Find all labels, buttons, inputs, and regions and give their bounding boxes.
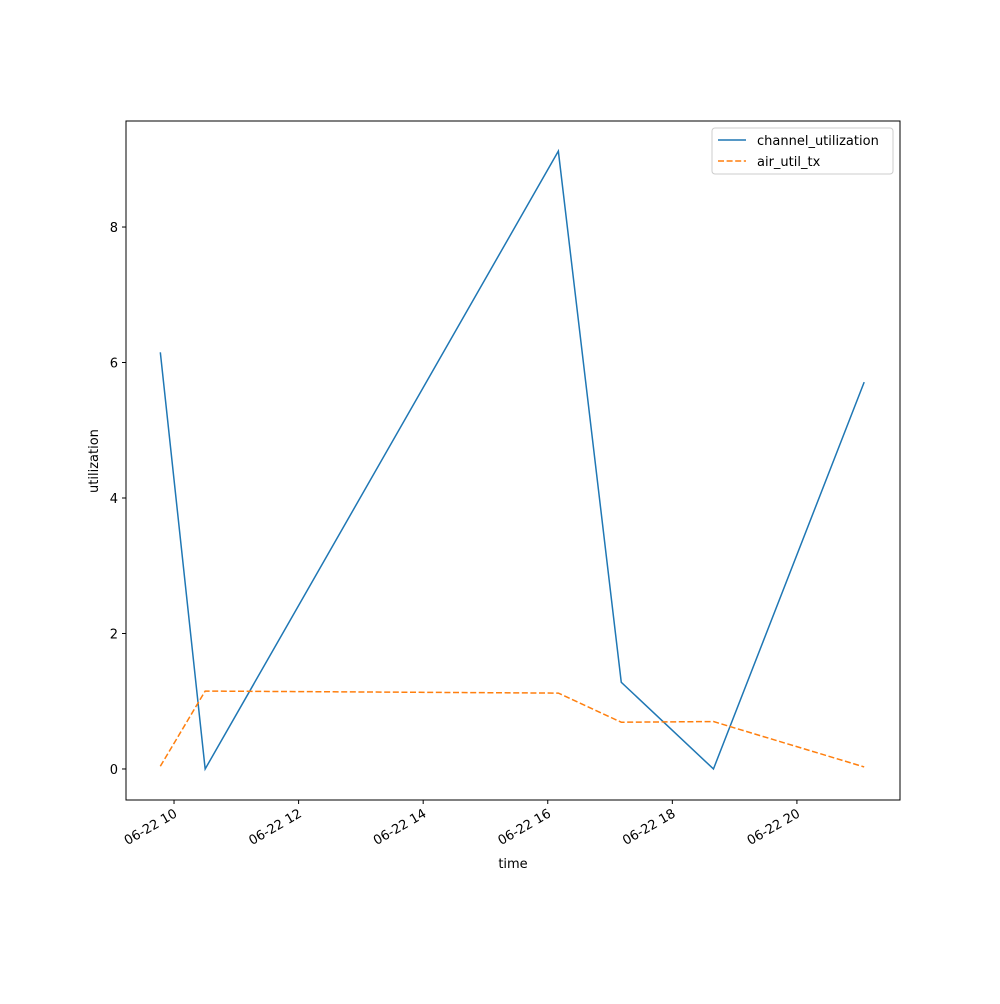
y-axis-label: utilization [87,429,102,493]
legend-box [711,127,894,175]
y-tick-label: 2 [110,627,118,642]
legend-label: channel_utilization [757,134,879,149]
y-tick-label: 6 [110,357,118,372]
line-series [159,690,865,768]
line-series [159,148,865,772]
legend-label: air_util_tx [757,155,821,170]
y-tick-label: 4 [110,492,118,507]
y-tick-label: 8 [110,221,118,236]
x-axis-label: time [498,857,527,872]
y-tick-label: 0 [110,763,118,778]
axes-frame [125,120,901,801]
